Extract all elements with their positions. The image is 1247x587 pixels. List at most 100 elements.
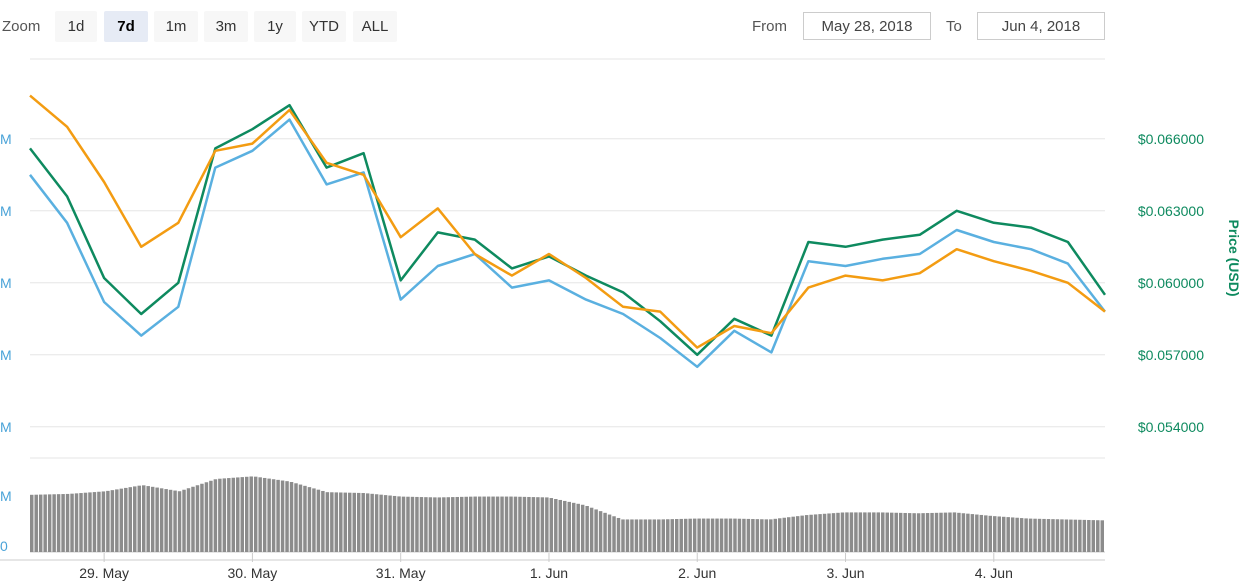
price-axis: $0.054000 $0.057000 $0.060000 $0.063000 $0.0… bbox=[1138, 131, 1204, 435]
volume-bar bbox=[209, 480, 213, 552]
volume-bar bbox=[594, 509, 598, 552]
volume-bar bbox=[661, 519, 666, 552]
volume-bar bbox=[177, 491, 182, 552]
x-tick-label: 31. May bbox=[376, 565, 426, 581]
zoom-button-1d[interactable]: 1d bbox=[55, 11, 97, 42]
volume-bar bbox=[137, 485, 141, 552]
zoom-button-3m[interactable]: 3m bbox=[204, 11, 248, 42]
volume-bar bbox=[401, 496, 406, 552]
volume-bar bbox=[1033, 518, 1037, 552]
volume-bar bbox=[755, 519, 760, 552]
volume-bar bbox=[764, 519, 769, 552]
zoom-label: Zoom bbox=[2, 18, 41, 35]
volume-bar bbox=[921, 513, 925, 552]
volume-bar bbox=[916, 513, 921, 552]
volume-bar bbox=[43, 494, 47, 552]
volume-bar bbox=[778, 518, 782, 552]
volume-bar bbox=[1037, 518, 1042, 552]
volume-bar bbox=[65, 493, 70, 552]
volume-bar bbox=[621, 519, 625, 552]
zoom-button-7d[interactable]: 7d bbox=[104, 11, 148, 42]
volume-bar bbox=[666, 519, 670, 552]
volume-bar bbox=[280, 480, 285, 552]
gridlines bbox=[30, 58, 1105, 553]
zoom-button-1m[interactable]: 1m bbox=[154, 11, 198, 42]
volume-bar bbox=[410, 496, 415, 552]
volume-bar bbox=[800, 515, 804, 552]
volume-bar bbox=[934, 512, 939, 552]
volume-bar bbox=[97, 491, 101, 552]
volume-bar bbox=[218, 478, 222, 552]
volume-bar bbox=[186, 488, 191, 552]
volume-bar bbox=[110, 490, 115, 552]
volume-bar bbox=[406, 496, 410, 552]
volume-bar bbox=[141, 485, 146, 552]
volume-bar bbox=[74, 493, 79, 552]
volume-bar bbox=[854, 512, 858, 552]
x-tick-label: 30. May bbox=[228, 565, 278, 581]
volume-bar bbox=[630, 519, 634, 552]
volume-bar bbox=[334, 492, 339, 552]
volume-bar bbox=[312, 488, 316, 552]
price-series-line bbox=[29, 103, 1107, 357]
volume-bar bbox=[433, 497, 437, 552]
x-tick-label: 29. May bbox=[79, 565, 129, 581]
volume-bar bbox=[30, 494, 34, 552]
volume-bar bbox=[795, 516, 800, 552]
volume-bar bbox=[836, 512, 840, 552]
volume-bar bbox=[361, 493, 365, 552]
volume-bar bbox=[106, 490, 110, 552]
zoom-button-ytd[interactable]: YTD bbox=[302, 11, 346, 42]
volume-bar bbox=[79, 493, 83, 552]
volume-tick-label: M bbox=[0, 419, 12, 435]
volume-tick-label: M bbox=[0, 488, 12, 504]
volume-bar bbox=[321, 490, 325, 552]
volume-bar bbox=[598, 511, 603, 552]
x-tick-label: 4. Jun bbox=[975, 565, 1013, 581]
volume-bar bbox=[840, 512, 845, 552]
volume-bar bbox=[240, 477, 244, 552]
volume-bar bbox=[509, 496, 513, 552]
volume-bar bbox=[912, 513, 916, 552]
volume-bar bbox=[724, 518, 728, 552]
volume-bar bbox=[464, 496, 468, 552]
volume-bar bbox=[867, 512, 872, 552]
volume-bar bbox=[168, 489, 173, 552]
volume-bar bbox=[365, 493, 370, 552]
price-axis-title: Price (USD) bbox=[1226, 219, 1242, 296]
volume-bar bbox=[339, 492, 343, 552]
volume-bar bbox=[298, 484, 303, 552]
volume-bar bbox=[267, 478, 271, 552]
volume-bar bbox=[1078, 519, 1082, 552]
volume-bar bbox=[352, 492, 356, 552]
price-tick-label: $0.066000 bbox=[1138, 131, 1204, 147]
volume-bar bbox=[603, 512, 607, 552]
volume-bar bbox=[164, 489, 168, 552]
price-tick-label: $0.063000 bbox=[1138, 203, 1204, 219]
volume-tick-label: M bbox=[0, 275, 12, 291]
from-date-input[interactable] bbox=[803, 12, 931, 40]
volume-bar bbox=[616, 517, 621, 552]
volume-bar bbox=[128, 487, 133, 552]
volume-bar bbox=[733, 518, 737, 552]
volume-tick-label: M bbox=[0, 203, 12, 219]
volume-bar bbox=[155, 487, 159, 552]
volume-bar bbox=[885, 512, 889, 552]
zoom-button-all[interactable]: ALL bbox=[353, 11, 397, 42]
volume-bar bbox=[760, 519, 764, 552]
volume-bar bbox=[536, 497, 540, 552]
volume-bar bbox=[827, 513, 831, 552]
zoom-button-1y[interactable]: 1y bbox=[254, 11, 296, 42]
to-date-input[interactable] bbox=[977, 12, 1105, 40]
volume-bar bbox=[388, 495, 392, 552]
volume-bar bbox=[150, 486, 155, 552]
volume-bar bbox=[706, 518, 710, 552]
volume-bar bbox=[262, 477, 267, 552]
volume-bar bbox=[746, 518, 751, 552]
volume-bar bbox=[146, 486, 150, 552]
volume-bar bbox=[70, 493, 74, 552]
volume-bar bbox=[222, 478, 227, 552]
volume-bar bbox=[809, 514, 813, 552]
volume-bar bbox=[191, 486, 195, 552]
volume-tick-label: 0 bbox=[0, 538, 8, 554]
